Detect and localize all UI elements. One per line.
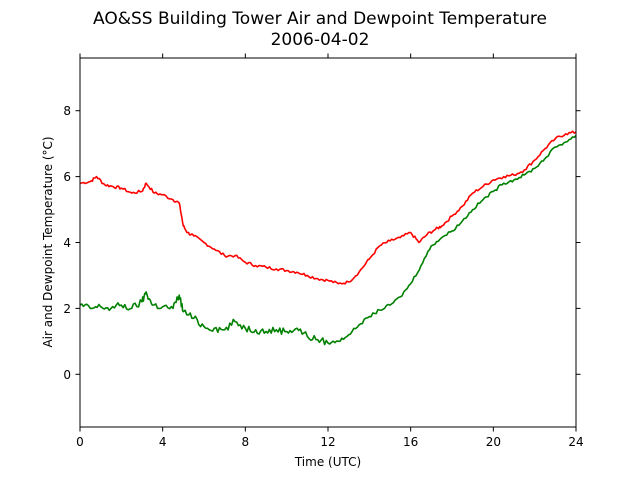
- x-tick-label: 16: [403, 435, 418, 449]
- x-tick-label: 8: [242, 435, 250, 449]
- x-tick-label: 0: [76, 435, 84, 449]
- series-line-2: [79, 134, 577, 346]
- plot-frame: [79, 57, 577, 428]
- x-tick-label: 24: [568, 435, 583, 449]
- y-tick-label: 4: [63, 236, 71, 250]
- y-tick-label: 6: [63, 170, 71, 184]
- series-layer: [79, 130, 577, 346]
- x-axis-label: Time (UTC): [294, 455, 361, 469]
- x-tick-label: 20: [486, 435, 501, 449]
- y-tick-label: 8: [63, 104, 71, 118]
- chart-subtitle: 2006-04-02: [271, 30, 370, 50]
- y-tick-label: 2: [63, 302, 71, 316]
- x-tick-label: 12: [320, 435, 335, 449]
- x-tick-label: 4: [159, 435, 167, 449]
- chart-title: AO&SS Building Tower Air and Dewpoint Te…: [93, 9, 547, 29]
- series-line-1: [79, 130, 577, 285]
- y-axis-label: Air and Dewpoint Temperature (°C): [41, 136, 55, 347]
- y-tick-label: 0: [63, 368, 71, 382]
